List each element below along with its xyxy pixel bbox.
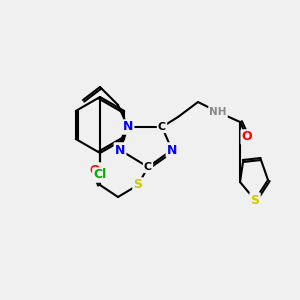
Text: C: C	[144, 162, 152, 172]
Text: N: N	[115, 143, 125, 157]
Text: NH: NH	[209, 107, 227, 117]
Text: O: O	[90, 164, 100, 176]
Text: S: S	[134, 178, 142, 191]
Text: C: C	[158, 122, 166, 132]
Text: N: N	[167, 143, 177, 157]
Text: O: O	[242, 130, 252, 143]
Text: Cl: Cl	[93, 169, 106, 182]
Text: S: S	[250, 194, 260, 206]
Text: N: N	[123, 121, 133, 134]
